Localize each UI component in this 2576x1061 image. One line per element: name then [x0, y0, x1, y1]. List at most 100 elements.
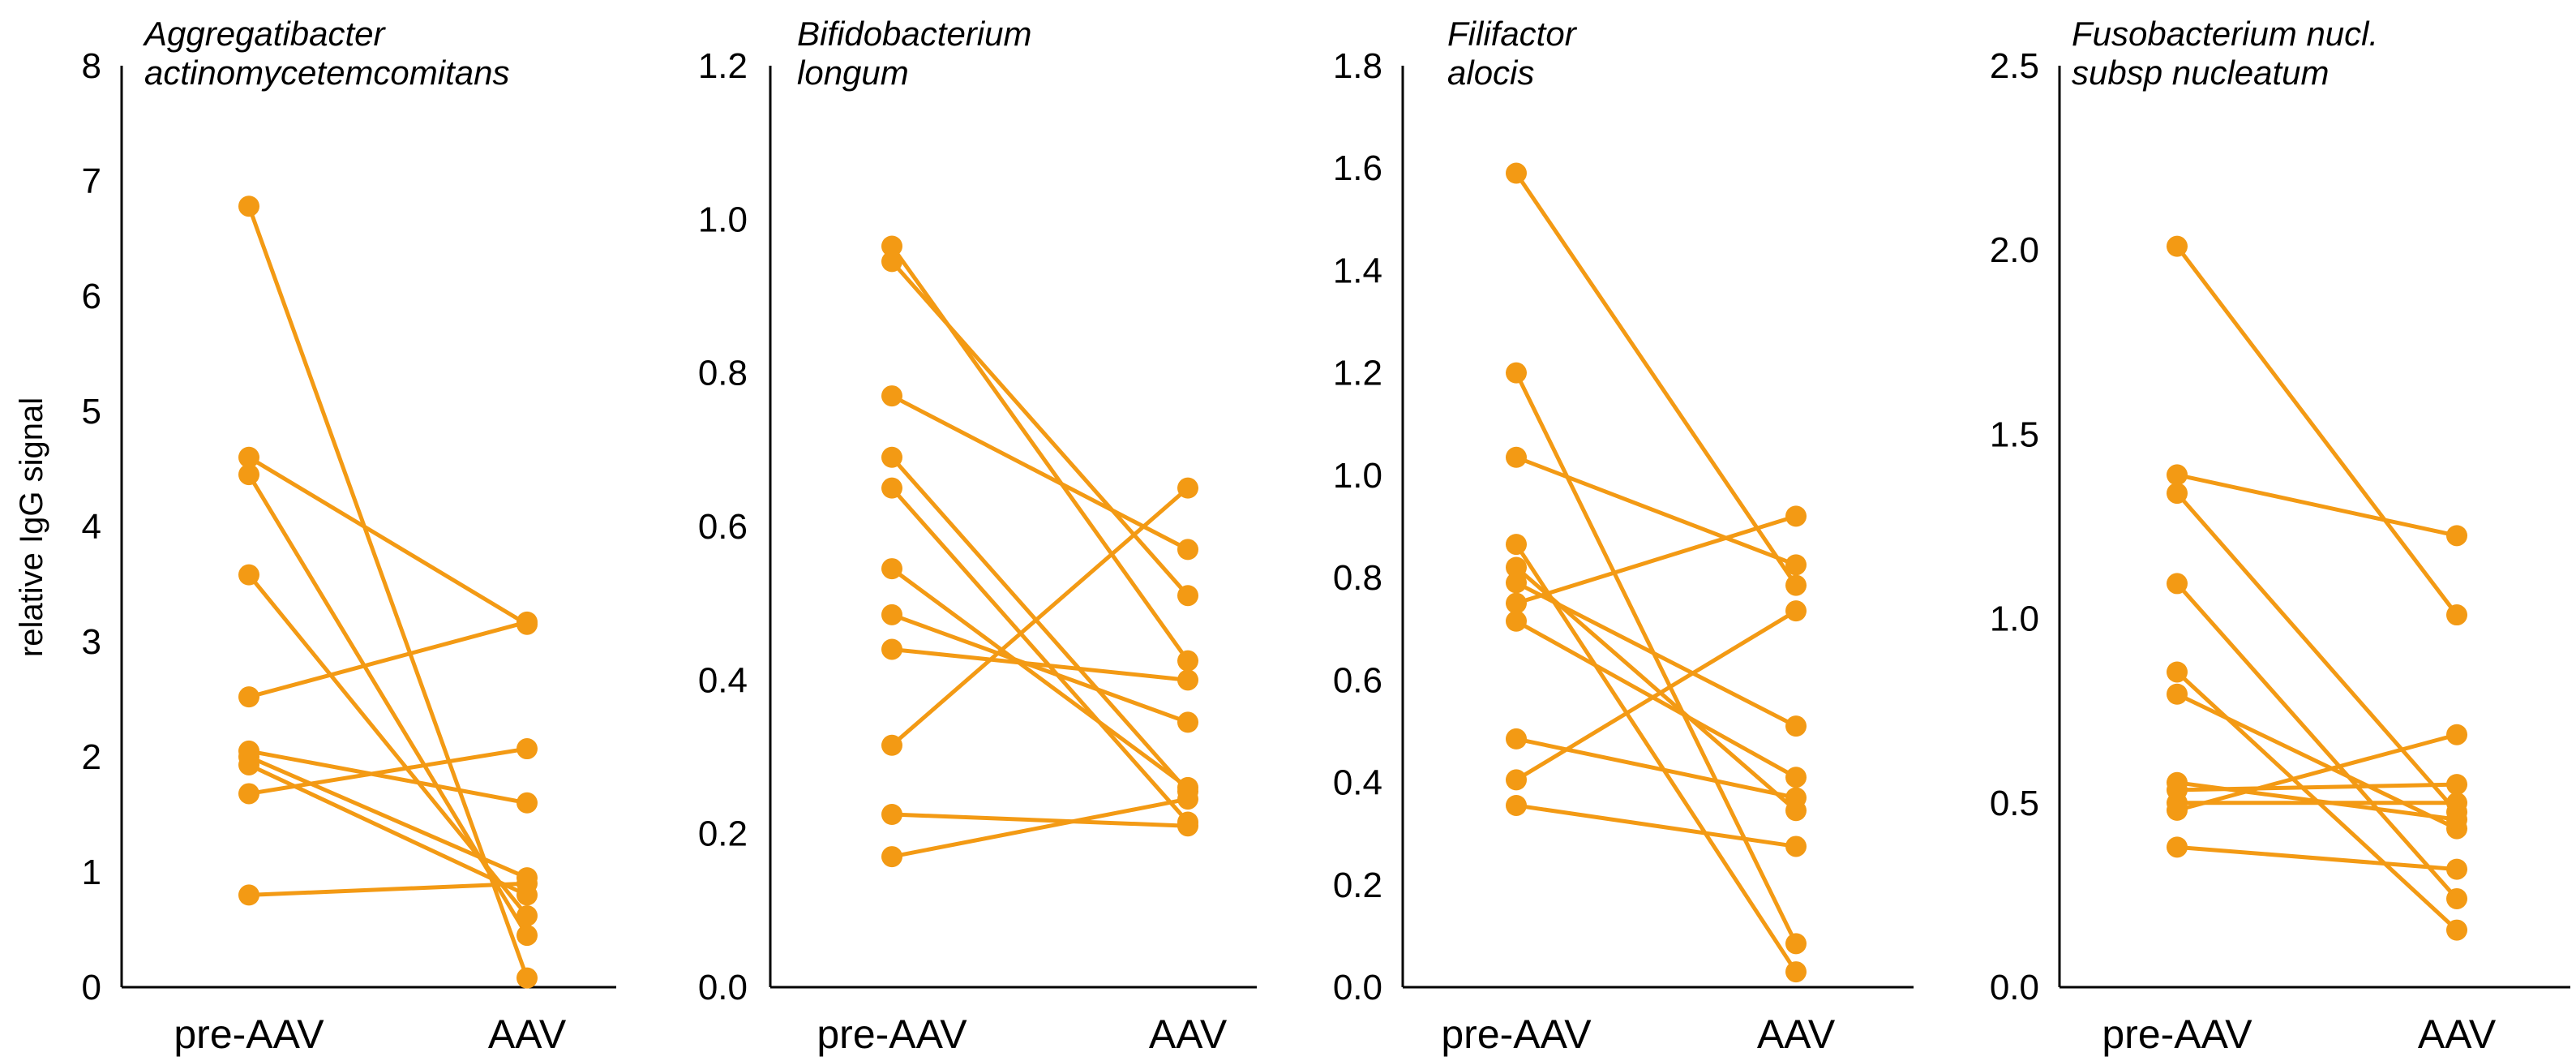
- y-tick-label: 0.6: [698, 507, 748, 547]
- aav-point: [1177, 815, 1198, 837]
- y-tick-label: 0.0: [698, 968, 748, 1007]
- aav-point: [516, 611, 538, 633]
- pair-line: [1514, 172, 1798, 586]
- pre-aav-point: [1506, 592, 1527, 614]
- panel-title-line: Bifidobacterium: [797, 15, 1031, 53]
- pair-line: [1515, 608, 1798, 782]
- pre-aav-point: [1506, 556, 1527, 578]
- y-tick-label: 0: [82, 968, 101, 1007]
- panel-title-line: Filifactor: [1447, 15, 1578, 53]
- aav-point: [2446, 919, 2467, 941]
- panel-title-line: Aggregatibacter: [142, 15, 387, 53]
- pair-line: [890, 393, 1189, 552]
- aav-point: [1785, 554, 1807, 576]
- y-tick-label: 8: [82, 46, 101, 86]
- pair-line: [248, 620, 528, 699]
- pair-line: [890, 487, 1189, 824]
- aav-point: [1785, 835, 1807, 857]
- y-tick-label: 1.0: [1990, 599, 2039, 639]
- pre-aav-point: [2167, 836, 2188, 858]
- pre-aav-point: [881, 477, 902, 499]
- pair-line: [890, 486, 1189, 747]
- pair-line: [248, 754, 528, 880]
- y-tick-label: 1.8: [1333, 46, 1382, 86]
- aav-point: [1177, 477, 1198, 499]
- x-category-label: AAV: [1757, 1012, 1836, 1057]
- y-tick-label: 4: [82, 507, 101, 547]
- pair-line: [2175, 582, 2458, 900]
- pre-aav-point: [2167, 464, 2188, 486]
- pre-aav-point: [881, 251, 902, 273]
- pair-line: [248, 881, 528, 897]
- aav-point: [1785, 600, 1807, 622]
- aav-point: [1785, 961, 1807, 983]
- pre-aav-point: [238, 686, 259, 708]
- pre-aav-point: [881, 235, 902, 257]
- pre-aav-point: [238, 464, 259, 486]
- pair-line: [891, 646, 1189, 682]
- pair-line: [1515, 803, 1797, 848]
- pair-line: [1514, 372, 1798, 945]
- aav-point: [516, 873, 538, 895]
- y-tick-label: 1.0: [1333, 456, 1382, 496]
- panel-2: 0.0 0.2 0.4 0.6 0.8 1.0 1.2 pre-AAV AAV Bifidobac…: [698, 15, 1257, 1057]
- aav-point: [1785, 574, 1807, 596]
- y-tick-label: 1.4: [1333, 251, 1382, 290]
- pair-line: [1515, 619, 1798, 780]
- y-tick-label: 0.4: [698, 660, 748, 700]
- pre-aav-point: [238, 754, 259, 775]
- aav-point: [1177, 788, 1198, 810]
- aav-point: [2446, 858, 2467, 880]
- y-tick-label: 2: [82, 737, 101, 777]
- aav-point: [2446, 525, 2467, 547]
- pre-aav-point: [238, 884, 259, 906]
- aav-point: [2446, 724, 2467, 745]
- y-tick-label: 1.5: [1990, 415, 2039, 454]
- pre-aav-point: [1506, 572, 1527, 594]
- pair-line: [891, 797, 1189, 859]
- pair-line: [2175, 245, 2458, 616]
- panel-3: 0.0 0.2 0.4 0.6 0.8 1.0 1.2 1.4 1.6 1.8 pre-AAV AAV…: [1333, 15, 1914, 1057]
- pair-line: [2175, 492, 2458, 814]
- pre-aav-point: [1506, 362, 1527, 384]
- pair-line: [247, 762, 529, 897]
- y-tick-label: 7: [82, 161, 101, 201]
- pre-aav-point: [1506, 728, 1527, 750]
- pair-line: [891, 612, 1189, 724]
- pair-line: [2175, 692, 2458, 831]
- panel-1: 0 1 2 3 4 5 6 7 8 pre-AAV AAV Aggregatibacteractino…: [82, 15, 616, 1057]
- aav-point: [1177, 711, 1198, 733]
- pre-aav-point: [1506, 769, 1527, 791]
- x-category-label: pre-AAV: [817, 1012, 967, 1057]
- y-tick-label: 0.5: [1990, 784, 2039, 823]
- pair-line: [890, 260, 1189, 597]
- y-tick-label: 5: [82, 392, 101, 432]
- pair-line: [1515, 513, 1797, 606]
- y-tick-label: 0.0: [1990, 968, 2039, 1007]
- pre-aav-point: [2167, 573, 2188, 595]
- pre-aav-point: [881, 846, 902, 868]
- pair-line: [2176, 732, 2458, 813]
- pre-aav-point: [2167, 483, 2188, 505]
- pair-line: [2176, 472, 2458, 538]
- pair-line: [1515, 581, 1798, 728]
- y-tick-label: 1.2: [1333, 354, 1382, 393]
- aav-point: [1177, 585, 1198, 607]
- aav-point: [1177, 669, 1198, 691]
- pre-aav-point: [881, 604, 902, 625]
- aav-point: [1785, 767, 1807, 788]
- pair-line: [246, 205, 529, 979]
- y-tick-label: 0.2: [698, 814, 748, 854]
- pre-aav-point: [881, 446, 902, 468]
- pre-aav-point: [881, 638, 902, 660]
- y-tick-label: 0.8: [698, 354, 748, 393]
- pair-line: [248, 746, 528, 796]
- aav-point: [1785, 933, 1807, 955]
- pre-aav-point: [2167, 683, 2188, 705]
- pre-aav-point: [2167, 799, 2188, 821]
- pair-line: [1515, 455, 1797, 567]
- pair-line: [2176, 782, 2458, 793]
- aav-point: [2446, 809, 2467, 831]
- pair-line: [890, 456, 1189, 793]
